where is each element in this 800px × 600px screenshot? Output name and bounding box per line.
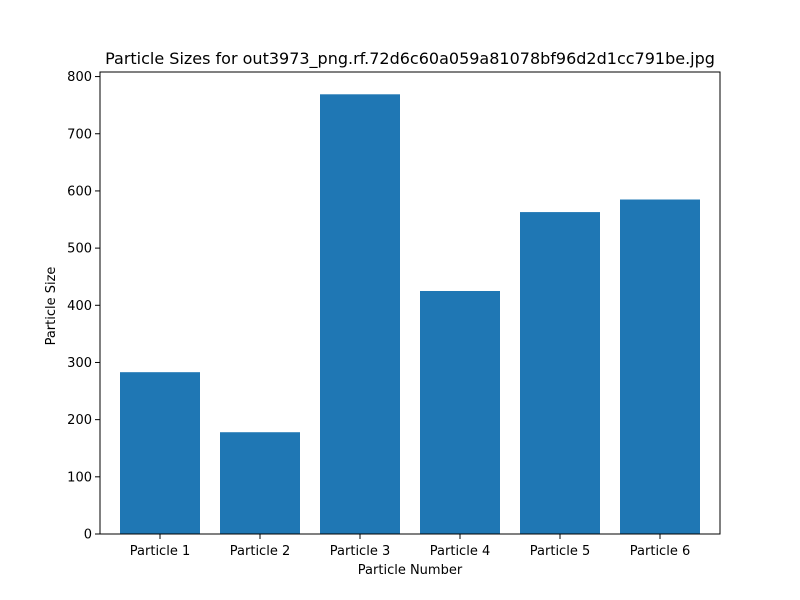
y-axis-ticks: 0 100 200 300 400 500 600 700 800: [67, 70, 100, 543]
x-tick-label: Particle 5: [530, 544, 590, 559]
bar-4: [420, 290, 500, 534]
y-tick-label: 200: [67, 413, 92, 428]
y-tick-label: 400: [67, 299, 92, 314]
y-tick-label: 700: [67, 127, 92, 142]
chart-title: Particle Sizes for out3973_png.rf.72d6c6…: [105, 49, 715, 69]
y-tick-label: 800: [67, 70, 92, 85]
y-tick-label: 100: [67, 470, 92, 485]
bar-1: [120, 372, 200, 534]
x-tick-label: Particle 3: [330, 544, 390, 559]
bar-2: [220, 432, 300, 534]
y-axis-title: Particle Size: [44, 267, 59, 346]
x-tick-label: Particle 6: [630, 544, 690, 559]
x-tick-label: Particle 4: [430, 544, 490, 559]
x-axis-title: Particle Number: [358, 563, 463, 578]
bar-3: [320, 94, 400, 535]
y-tick-label: 600: [67, 184, 92, 199]
x-tick-label: Particle 2: [230, 544, 290, 559]
x-tick-label: Particle 1: [130, 544, 190, 559]
bars-group: [120, 94, 700, 535]
plot-frame: [99, 71, 721, 535]
y-tick-label: 500: [67, 242, 92, 257]
x-axis-ticks: Particle 1 Particle 2 Particle 3 Particle 4…: [130, 534, 690, 559]
bar-5: [520, 212, 600, 534]
y-tick-label: 0: [84, 528, 92, 543]
y-tick-label: 300: [67, 356, 92, 371]
bar-6: [620, 199, 700, 534]
